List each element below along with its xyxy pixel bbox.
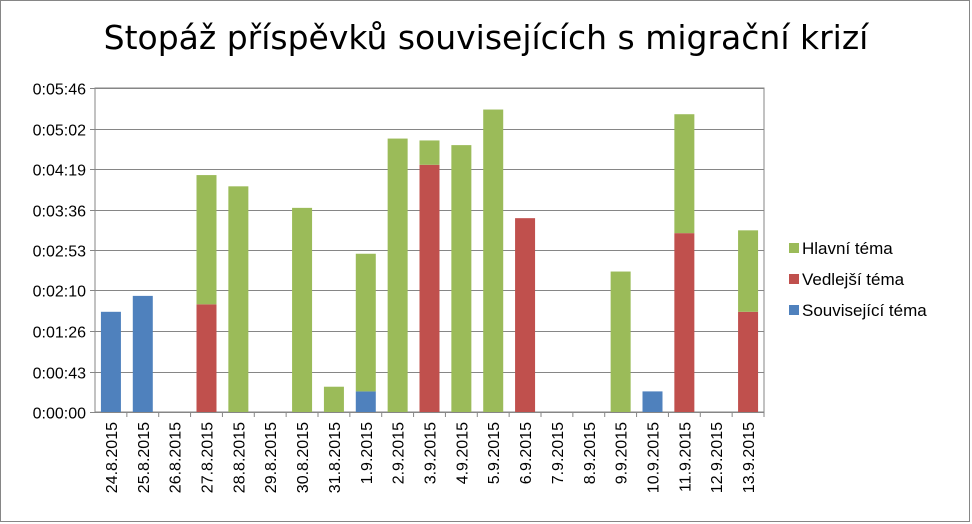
x-tick-label: 8.9.2015 <box>582 422 599 484</box>
x-tick-label: 9.9.2015 <box>614 422 631 484</box>
x-tick-label: 13.9.2015 <box>741 422 758 493</box>
bar <box>387 138 408 412</box>
legend-label: Hlavní téma <box>802 239 893 258</box>
y-tick-label: 0:00:00 <box>33 406 86 423</box>
x-tick-label: 25.8.2015 <box>136 422 153 493</box>
bar <box>419 140 440 165</box>
bar <box>196 304 217 412</box>
bar <box>642 391 663 412</box>
x-tick-label: 3.9.2015 <box>423 422 440 484</box>
x-tick-label: 28.8.2015 <box>231 422 248 493</box>
y-tick-label: 0:00:43 <box>33 366 86 383</box>
x-tick-label: 30.8.2015 <box>295 422 312 493</box>
bar <box>196 175 217 305</box>
bar <box>228 186 249 412</box>
bar <box>451 145 472 412</box>
legend-swatch <box>789 305 799 315</box>
x-tick-label: 10.9.2015 <box>646 422 663 493</box>
y-tick-label: 0:01:26 <box>33 325 86 342</box>
x-tick-label: 2.9.2015 <box>391 422 408 484</box>
x-tick-label: 7.9.2015 <box>550 422 567 484</box>
x-tick-label: 31.8.2015 <box>327 422 344 493</box>
bar <box>355 253 376 392</box>
legend-label: Související téma <box>802 301 927 320</box>
x-tick-label: 5.9.2015 <box>486 422 503 484</box>
bar <box>419 164 440 412</box>
x-tick-label: 27.8.2015 <box>200 422 217 493</box>
bar <box>515 218 536 412</box>
bar <box>738 230 759 312</box>
legend-swatch <box>789 274 799 284</box>
y-tick-label: 0:05:02 <box>33 123 86 140</box>
y-tick-label: 0:03:36 <box>33 204 86 221</box>
chart-title: Stopáž příspěvků souvisejících s migračn… <box>103 18 869 57</box>
y-tick-label: 0:02:53 <box>33 244 86 261</box>
x-tick-label: 6.9.2015 <box>518 422 535 484</box>
legend-swatch <box>789 243 799 253</box>
legend-label: Vedlejší téma <box>802 270 905 289</box>
x-tick-label: 1.9.2015 <box>359 422 376 484</box>
x-tick-label: 11.9.2015 <box>677 422 694 492</box>
bar <box>674 114 695 234</box>
x-tick-label: 26.8.2015 <box>168 422 185 493</box>
x-tick-label: 4.9.2015 <box>454 422 471 484</box>
bar <box>100 311 121 412</box>
bar <box>483 109 504 413</box>
x-tick-label: 29.8.2015 <box>263 422 280 493</box>
bar <box>355 391 376 412</box>
y-tick-label: 0:04:19 <box>33 163 86 180</box>
x-tick-label: 12.9.2015 <box>709 422 726 493</box>
bar <box>674 233 695 412</box>
bar <box>323 386 344 412</box>
bar <box>132 295 153 412</box>
x-tick-label: 24.8.2015 <box>104 422 121 493</box>
y-tick-label: 0:02:10 <box>33 284 86 301</box>
y-tick-label: 0:05:46 <box>33 82 86 99</box>
bar <box>292 207 313 412</box>
bar <box>738 311 759 412</box>
bar <box>610 271 631 412</box>
